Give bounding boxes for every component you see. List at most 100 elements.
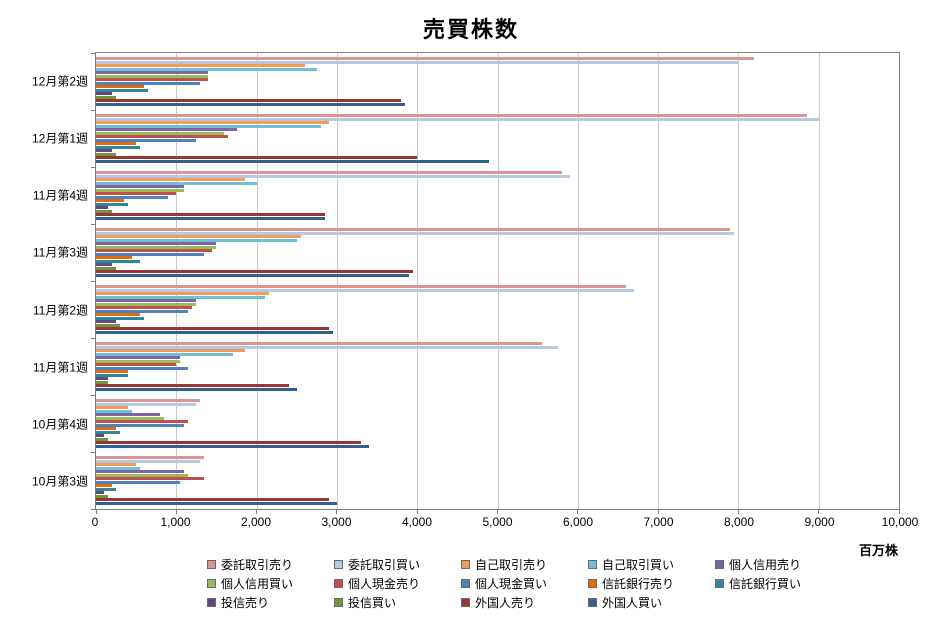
legend-label: 信託銀行買い xyxy=(729,577,802,591)
bar-個人信用買い xyxy=(96,416,165,420)
x-tick xyxy=(416,509,418,514)
legend-label: 信託銀行売り xyxy=(602,577,675,591)
legend-label: 投信売り xyxy=(221,596,270,610)
bar-投信買い xyxy=(96,266,117,270)
legend-label: 委託取引売り xyxy=(221,558,294,572)
x-axis-label: 4,000 xyxy=(401,515,433,529)
y-axis-label: 10月第4週 xyxy=(31,417,88,432)
chart-title: 売買株数 xyxy=(422,17,519,42)
x-axis-label: 9,000 xyxy=(804,515,835,529)
bar-信託銀行売り xyxy=(96,199,125,203)
bar-自己取引買い xyxy=(96,124,321,128)
bar-委託取引買い xyxy=(96,345,558,349)
bar-委託取引買い xyxy=(96,402,197,406)
y-tick xyxy=(91,52,96,54)
gridline xyxy=(176,53,178,509)
y-tick xyxy=(91,223,96,225)
bar-個人現金売り xyxy=(96,192,177,196)
bar-個人現金売り xyxy=(96,249,213,253)
bar-信託銀行売り xyxy=(96,427,117,431)
bar-外国人買い xyxy=(96,387,297,391)
bar-個人現金買い xyxy=(96,195,169,199)
x-axis-labels: 0 1,000 2,000 3,000 4,000 5,000 6,000 7,000 8,00… xyxy=(92,515,919,531)
x-axis-label: 6,000 xyxy=(562,515,594,529)
x-axis-label: 1,000 xyxy=(160,515,191,529)
bar-信託銀行買い xyxy=(96,487,117,491)
x-axis-label: 8,000 xyxy=(723,515,755,529)
bar-委託取引売り xyxy=(96,114,807,118)
y-tick xyxy=(91,394,96,396)
bar-個人現金買い xyxy=(96,423,185,427)
bar-自己取引買い xyxy=(96,67,317,71)
bar-委託取引買い xyxy=(96,174,570,178)
bar-個人現金買い xyxy=(96,252,205,256)
legend-label: 委託取引買い xyxy=(348,558,421,572)
bar-group xyxy=(96,53,899,110)
bar-投信買い xyxy=(96,95,117,99)
x-tick xyxy=(577,509,579,514)
bar-個人信用売り xyxy=(96,470,185,474)
bar-委託取引売り xyxy=(96,399,201,403)
bar-投信売り xyxy=(96,263,113,267)
y-axis-label: 12月第1週 xyxy=(31,131,88,146)
bar-自己取引売り xyxy=(96,463,137,467)
bar-信託銀行買い xyxy=(96,202,129,206)
gridline xyxy=(497,53,499,509)
gridline xyxy=(336,53,338,509)
bar-外国人売り xyxy=(96,156,418,160)
x-axis-label: 10,000 xyxy=(881,515,919,529)
bar-自己取引売り xyxy=(96,349,245,353)
bar-個人信用買い xyxy=(96,74,209,78)
bar-個人信用買い xyxy=(96,302,197,306)
bar-個人現金売り xyxy=(96,363,177,367)
legend-label: 外国人売り xyxy=(475,596,536,610)
bar-委託取引買い xyxy=(96,288,634,292)
gridline xyxy=(256,53,258,509)
bar-外国人買い xyxy=(96,444,370,448)
gridline xyxy=(577,53,579,509)
bar-外国人買い xyxy=(96,501,337,505)
legend-item: 信託銀行買い xyxy=(715,575,842,592)
bar-個人現金売り xyxy=(96,420,189,424)
legend-item: 自己取引売り xyxy=(461,556,588,573)
bar-投信売り xyxy=(96,377,109,381)
bar-外国人売り xyxy=(96,498,329,502)
legend-item: 委託取引買い xyxy=(334,556,461,573)
x-tick xyxy=(497,509,498,514)
gridline xyxy=(658,53,660,509)
bar-信託銀行売り xyxy=(96,142,137,146)
x-axis-label: 5,000 xyxy=(482,515,513,529)
legend-item: 信託銀行売り xyxy=(588,575,715,592)
bar-委託取引売り xyxy=(96,285,626,289)
legend-item: 外国人買い xyxy=(588,594,715,611)
bar-個人信用売り xyxy=(96,128,237,132)
legend-swatch xyxy=(461,579,470,588)
legend-item: 投信売り xyxy=(207,594,334,611)
bar-信託銀行売り xyxy=(96,256,133,260)
x-axis-label: 7,000 xyxy=(643,515,674,529)
y-tick xyxy=(91,280,96,282)
bar-外国人売り xyxy=(96,384,289,388)
gridline xyxy=(738,53,740,509)
legend-label: 個人信用買い xyxy=(221,577,294,591)
bar-個人信用買い xyxy=(96,131,225,135)
bar-個人現金買い xyxy=(96,138,197,142)
bar-投信買い xyxy=(96,152,117,156)
bar-個人信用売り xyxy=(96,185,185,189)
legend-swatch xyxy=(588,560,597,569)
bar-個人信用売り xyxy=(96,356,181,360)
bar-投信買い xyxy=(96,380,109,384)
legend-item: 個人現金買い xyxy=(461,575,588,592)
x-tick xyxy=(175,509,177,514)
bar-個人信用買い xyxy=(96,359,181,363)
x-tick xyxy=(818,509,820,514)
bar-個人現金売り xyxy=(96,78,209,82)
x-axis-label: 3,000 xyxy=(321,515,352,529)
legend-item: 投信買い xyxy=(334,594,461,611)
legend-label: 外国人買い xyxy=(602,596,663,610)
legend-swatch xyxy=(207,560,216,569)
bar-信託銀行買い xyxy=(96,145,141,149)
bar-group xyxy=(96,167,899,224)
bar-投信買い xyxy=(96,494,109,498)
bar-投信売り xyxy=(96,434,105,438)
